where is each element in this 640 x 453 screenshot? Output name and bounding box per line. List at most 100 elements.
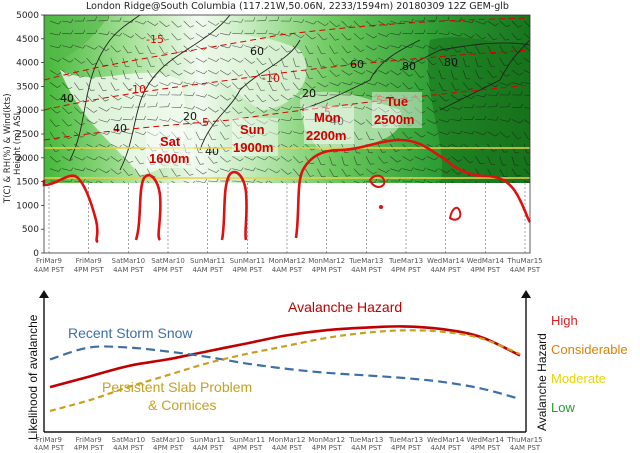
wind-barb-flag [82,178,86,183]
avalanche-series [49,325,521,412]
wind-barb-flag [202,171,207,175]
x-tick-day: MonMar12 [308,257,345,265]
wind-barb-flag [520,104,523,108]
wind-barb-flag [277,31,280,35]
wind-barb-flag [446,170,451,174]
wind-barb-flag [395,150,400,152]
wind-barb [304,168,311,177]
wind-barb [244,156,253,161]
wind-barb-flag [301,95,305,99]
wind-barb [183,33,191,40]
wind-barb-flag [506,74,510,77]
wind-barb [317,168,322,177]
x-tick-time: 4PM PST [232,444,263,452]
wind-barb-flag [129,160,134,164]
wind-barb [134,156,141,165]
wind-barb-flag [421,122,426,126]
y-tick-label: 0 [33,249,39,259]
wind-barb-flag [325,133,329,137]
wind-barb-flag [483,131,487,136]
wind-barb [74,45,84,49]
wind-barb [49,131,56,140]
wind-barb-flag [313,115,317,120]
wind-barb [341,70,350,76]
wind-barb [378,168,387,173]
wind-barb-flag [386,83,390,87]
wind-barb [511,106,521,109]
wind-barb-flag [469,161,474,164]
wind-barb [183,94,193,97]
wind-barb-flag [361,122,365,125]
wind-barb-flag [301,130,305,135]
wind-barb [86,106,94,113]
wind-barb-flag [118,159,122,162]
wind-barb-flag [533,106,535,109]
wind-barb [122,168,129,176]
wind-barb [134,82,143,89]
wind-barb-flag [238,87,243,90]
wind-barb [475,143,483,151]
x-tick-time: 4PM PST [470,444,501,452]
x-tick-time: 4PM PST [232,266,263,274]
wind-barb [86,45,95,50]
wind-barb [268,143,278,148]
wind-barb [232,106,239,114]
wind-barb [475,45,480,54]
x-tick-time: 4PM PST [312,266,343,274]
wind-barb-flag [446,108,451,112]
wind-barb [329,57,335,66]
wind-barb [256,57,263,65]
wind-barb-flag [105,48,110,51]
wind-barb [268,70,273,79]
wind-barb-flag [432,100,437,102]
x-tick-day: WedMar14 [467,436,505,444]
wind-barb [438,94,446,102]
wind-barb [244,57,252,64]
wind-barb-flag [492,150,497,152]
wind-barb [280,131,290,135]
wind-barb-flag [507,82,511,86]
wind-barb [134,168,141,177]
wind-barb [61,106,69,114]
wind-barb-flag [152,149,157,152]
wind-barb-flag [238,136,243,139]
wind-barb [134,20,144,25]
wind-barb [232,70,240,77]
wind-barb [523,82,530,85]
wind-barb-flag [128,173,133,176]
wind-barb-flag [432,63,437,66]
wind-barb [475,57,479,67]
wind-barb-flag [386,169,390,173]
wind-barb [49,156,58,163]
annotation-height: 1600m [149,151,189,166]
wind-barb [438,119,448,123]
wind-barb [523,20,530,28]
wind-barb-flag [360,49,365,52]
wind-barb-flag [58,58,62,62]
wind-barb-flag [447,16,450,21]
wind-barb-flag [215,109,219,113]
wind-barb [195,82,205,86]
wind-barb [195,45,204,51]
wind-barb [463,33,472,39]
wind-barb [195,156,201,165]
wind-barb-flag [79,88,84,91]
x-tick-day: TueMar13 [388,436,423,444]
wind-barb-flag [408,148,413,151]
wind-barb [280,106,290,110]
x-tick-time: 4AM PST [113,266,144,274]
wind-barb-flag [359,173,364,176]
wind-barb [98,57,104,66]
wind-barb [292,82,299,90]
wind-barb [341,106,351,109]
wind-barb-flag [337,82,341,86]
wind-barb-flag [249,88,254,91]
wind-barb [207,106,216,113]
wind-barb-flag [287,172,292,175]
wind-barb-flag [517,38,522,41]
wind-barb-flag [264,168,268,172]
wind-barb-flag [57,72,62,76]
wind-barb [499,57,505,66]
wind-barb [511,168,518,177]
wind-barb-flag [168,91,171,96]
